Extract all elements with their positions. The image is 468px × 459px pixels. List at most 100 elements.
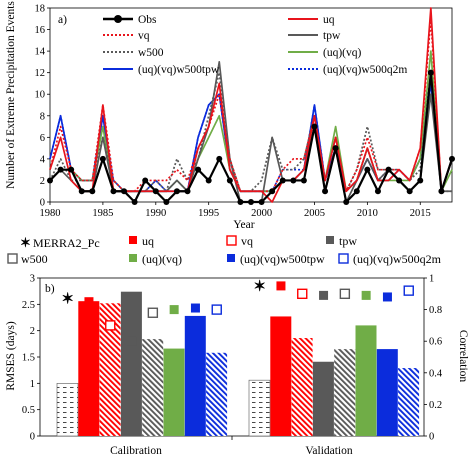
bar-validation-tpw bbox=[312, 361, 334, 436]
x-tick-label-1985: 1985 bbox=[92, 208, 113, 219]
legend-item-w500: w500 bbox=[7, 252, 48, 266]
legend-label-uq-vq-w500q2m: (uq)(vq)w500q2m bbox=[323, 64, 407, 76]
panel-b-correlation-markers: ✶✶ bbox=[61, 279, 414, 346]
category-label-calibration: Calibration bbox=[110, 445, 162, 457]
bar-calibration-merra2-pc bbox=[56, 383, 79, 437]
y-tick-label-10: 10 bbox=[35, 90, 46, 101]
obs-point bbox=[57, 166, 64, 173]
obs-point bbox=[353, 188, 360, 195]
y-tick-label-18: 18 bbox=[35, 4, 46, 15]
obs-point bbox=[269, 188, 276, 195]
obs-point bbox=[396, 177, 403, 184]
obs-point bbox=[374, 188, 381, 195]
obs-point bbox=[99, 155, 106, 162]
legend-label-uq: uq bbox=[323, 14, 335, 26]
legend-item-merra2-pc: ✶ MERRA2_Pc bbox=[20, 235, 100, 250]
corr-marker-calibration-vq bbox=[105, 320, 116, 331]
obs-point bbox=[163, 199, 170, 205]
obs-point bbox=[68, 166, 75, 173]
legend-item-uq-vq-w500tpw: (uq)(vq)w500tpw bbox=[227, 252, 325, 266]
legend-label-uq-vq-w500tpw-b: (uq)(vq)w500tpw bbox=[240, 252, 325, 266]
legend-label-uq-vq-w500tpw: (uq)(vq)w500tpw bbox=[138, 64, 220, 76]
legend-item-uq-vq-w500tpw: (uq)(vq)w500tpw bbox=[103, 64, 220, 76]
category-label-validation: Validation bbox=[305, 445, 353, 457]
obs-point bbox=[258, 199, 265, 205]
y2-tick-label-1: 1 bbox=[429, 274, 434, 285]
panel-a-y-axis-label: Number of Extreme Precipitation Events bbox=[5, 1, 17, 189]
y-tick-label-3: 3 bbox=[30, 274, 35, 285]
bar-validation-w500 bbox=[334, 349, 356, 436]
obs-point bbox=[332, 145, 339, 152]
obs-point bbox=[173, 188, 180, 195]
obs-point bbox=[195, 166, 202, 173]
y-tick-label-2: 2 bbox=[30, 326, 35, 337]
legend-label-w500: w500 bbox=[138, 47, 164, 59]
legend-label-uq-vq: (uq)(vq) bbox=[323, 47, 361, 59]
bar-validation-merra2-pc bbox=[248, 379, 271, 437]
corr-marker-calibration-uq bbox=[84, 297, 94, 307]
obs-point bbox=[300, 177, 307, 184]
panel-b-axes: 0 0.5 1 1.5 2 2.5 3 0 0.2 0.4 0.6 0.8 1 Calibration Va… bbox=[22, 274, 443, 458]
obs-point bbox=[121, 188, 128, 195]
bar-validation-uq-vq-w500tpw bbox=[376, 349, 398, 436]
y-tick-label-1: 1 bbox=[30, 379, 35, 390]
y-tick-label-4: 4 bbox=[40, 154, 46, 165]
panel-a-axes: 0 2 4 6 8 10 12 14 16 18 1980 1985 1990 1995 2000 2005 2… bbox=[35, 4, 453, 219]
legend-item-uq-vq-w500q2m: (uq)(vq)w500q2m bbox=[338, 252, 442, 266]
obs-point bbox=[110, 188, 117, 195]
x-tick-label-2005: 2005 bbox=[304, 208, 325, 219]
obs-point bbox=[406, 188, 413, 195]
corr-marker-calibration-uq-vq-w500q2m bbox=[211, 304, 222, 315]
panel-b-label: b) bbox=[45, 283, 55, 295]
svg-text:✶: ✶ bbox=[20, 235, 31, 250]
y-tick-label-14: 14 bbox=[35, 47, 46, 58]
obs-point bbox=[322, 188, 329, 195]
obs-point bbox=[449, 155, 455, 162]
legend-label-vq: vq bbox=[138, 30, 150, 42]
obs-point bbox=[152, 188, 159, 195]
y2-tick-label-0.2: 0.2 bbox=[429, 400, 442, 411]
obs-point bbox=[279, 177, 286, 184]
corr-marker-validation-w500 bbox=[339, 288, 351, 299]
legend-item-uq: uq bbox=[129, 234, 154, 248]
legend-label-uq-b: uq bbox=[142, 234, 154, 248]
legend-item-tpw: tpw bbox=[326, 234, 357, 248]
corr-marker-calibration-tpw bbox=[127, 336, 137, 346]
bar-calibration-uq-vq-w500tpw bbox=[184, 315, 206, 436]
panel-a-legend: Obs uq vq tpw w500 (uq)(vq) bbox=[103, 14, 407, 76]
obs-point bbox=[89, 188, 96, 195]
legend-item-vq: vq bbox=[226, 234, 253, 248]
corr-marker-calibration-uq-vq-w500tpw bbox=[190, 303, 200, 313]
corr-marker-calibration-merra2-pc: ✶ bbox=[61, 292, 74, 308]
x-tick-label-2000: 2000 bbox=[251, 208, 272, 219]
obs-point bbox=[184, 188, 191, 195]
obs-point bbox=[311, 123, 318, 130]
legend-item-vq: vq bbox=[103, 30, 150, 42]
bar-calibration-uq-vq-w500q2m bbox=[206, 352, 228, 436]
y-tick-label-2: 2 bbox=[40, 176, 45, 187]
panel-a-x-axis-label: Year bbox=[233, 219, 254, 231]
y-tick-label-0: 0 bbox=[30, 432, 35, 443]
obs-point bbox=[364, 166, 371, 173]
obs-point bbox=[216, 155, 223, 162]
y-tick-label-6: 6 bbox=[40, 133, 45, 144]
y2-tick-label-0.8: 0.8 bbox=[429, 305, 442, 316]
y2-tick-label-0.4: 0.4 bbox=[429, 368, 443, 379]
obs-point bbox=[78, 188, 85, 195]
legend-item-uq-vq: (uq)(vq) bbox=[288, 47, 361, 59]
y-tick-label-0.5: 0.5 bbox=[22, 405, 35, 416]
panel-a-label: a) bbox=[58, 14, 67, 26]
x-tick-label-1980: 1980 bbox=[40, 208, 61, 219]
y-tick-label-8: 8 bbox=[40, 111, 45, 122]
corr-marker-validation-uq-vq bbox=[361, 290, 371, 300]
corr-marker-validation-vq bbox=[297, 288, 308, 299]
legend-item-uq: uq bbox=[288, 14, 335, 26]
obs-point bbox=[290, 177, 297, 184]
obs-point bbox=[438, 188, 445, 195]
corr-marker-validation-uq-vq-w500tpw bbox=[382, 292, 392, 302]
corr-marker-validation-tpw bbox=[319, 290, 329, 300]
legend-item-tpw: tpw bbox=[288, 30, 341, 42]
y-tick-label-1.5: 1.5 bbox=[22, 353, 35, 364]
y-tick-label-0: 0 bbox=[40, 198, 45, 209]
